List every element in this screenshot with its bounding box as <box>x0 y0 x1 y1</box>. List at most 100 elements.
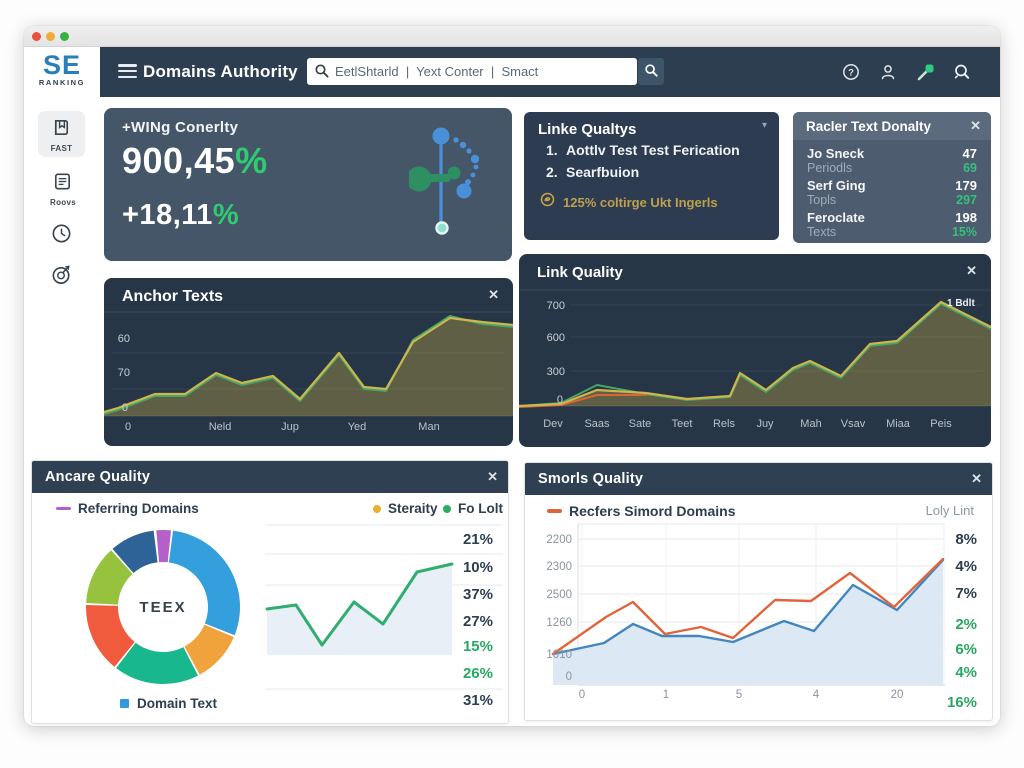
menu-icon[interactable] <box>118 64 137 79</box>
panel-smorls-quality: Smorls Quality ✕ Recfers Simord Domains … <box>524 462 993 721</box>
list-icon <box>52 173 73 196</box>
panel-wing-conerlty: +WINg Conerlty 900,45% +18,11% <box>104 108 512 261</box>
search-icon <box>314 63 330 79</box>
search-input[interactable] <box>307 58 637 85</box>
green-dot-icon <box>443 504 451 513</box>
svg-text:2500: 2500 <box>546 589 572 601</box>
svg-text:Dev: Dev <box>543 418 563 430</box>
svg-text:Mah: Mah <box>800 418 821 430</box>
note-row: 125% coltirge Ukt Ingerls <box>540 192 718 212</box>
svg-text:60: 60 <box>118 333 130 345</box>
wrench-icon[interactable] <box>916 63 934 81</box>
wing-main-value: 900,45% <box>122 140 268 181</box>
svg-text:300: 300 <box>547 366 565 378</box>
sidebar: FAST Roovs <box>24 97 100 460</box>
search-icon[interactable] <box>953 63 971 81</box>
svg-text:5: 5 <box>736 689 742 701</box>
panel-title: Racler Text Donalty <box>806 119 932 134</box>
svg-text:Miaa: Miaa <box>886 418 911 430</box>
svg-text:Teet: Teet <box>672 418 693 430</box>
svg-text:70: 70 <box>118 367 130 379</box>
panel-header: Racler Text Donalty ✕ <box>793 112 991 140</box>
svg-text:2300: 2300 <box>546 561 572 573</box>
svg-text:1260: 1260 <box>546 617 572 629</box>
close-icon[interactable]: ✕ <box>488 287 499 302</box>
legend-steraity[interactable]: Steraity <box>373 501 438 516</box>
close-icon[interactable]: ✕ <box>971 471 982 486</box>
svg-text:TEEX: TEEX <box>139 599 186 616</box>
panel-title: Smorls Quality <box>538 471 644 487</box>
legend-recfers-simord-domains[interactable]: Recfers Simord Domains <box>547 503 736 519</box>
note-text: 125% coltirge Ukt Ingerls <box>563 194 718 210</box>
yellow-dot-icon <box>373 504 381 513</box>
nav-icon-group: ? <box>842 47 971 97</box>
svg-text:0: 0 <box>566 671 572 683</box>
svg-text:Saas: Saas <box>584 418 610 430</box>
svg-text:700: 700 <box>547 300 565 312</box>
svg-text:16%: 16% <box>947 694 977 711</box>
sidebar-item-goals[interactable] <box>50 263 74 287</box>
search-box <box>307 58 664 85</box>
svg-text:2200: 2200 <box>546 534 572 546</box>
legend-row: Recfers Simord Domains Loly Lint <box>525 503 992 521</box>
close-window-button[interactable] <box>32 32 41 41</box>
svg-text:0: 0 <box>122 402 128 414</box>
sidebar-item-label: Roovs <box>50 198 76 207</box>
list-item: 1. Aottlv Test Test Ferication <box>546 142 740 158</box>
legend-referring-domains[interactable]: Referring Domains <box>56 501 199 516</box>
close-icon[interactable]: ✕ <box>966 263 977 278</box>
purple-dash-icon <box>56 506 71 511</box>
blue-square-icon <box>120 699 129 708</box>
sidebar-item-label: FAST <box>50 144 73 153</box>
svg-text:37%: 37% <box>463 586 493 603</box>
svg-text:8%: 8% <box>955 531 977 548</box>
svg-text:4: 4 <box>813 689 820 701</box>
app-header: SE RANKING Domains Authority ? <box>24 47 1000 97</box>
ancare-quality-chart: TEEX 21% 10% 37% 27% 15% 26% 31% <box>86 524 503 709</box>
help-icon[interactable]: ? <box>842 63 860 81</box>
close-icon[interactable]: ✕ <box>970 118 981 133</box>
svg-text:7%: 7% <box>955 585 977 602</box>
svg-text:Neld: Neld <box>209 421 232 433</box>
legend-loly-lint[interactable]: Loly Lint <box>925 503 974 518</box>
stat-row: Serf Ging 179 Topls 297 <box>807 178 977 208</box>
panel-header: Ancare Quality ✕ <box>32 461 508 493</box>
close-icon[interactable]: ✕ <box>487 469 498 484</box>
legend-row: Referring Domains Steraity Fo Lolt <box>32 501 508 519</box>
chevron-down-icon[interactable]: ▾ <box>761 120 767 131</box>
orange-dash-icon <box>547 509 562 513</box>
panel-anchor-texts: 60 70 0 0 Neld Jup Yed Man Anchor Texts ✕ <box>104 278 513 446</box>
zoom-window-button[interactable] <box>60 32 69 41</box>
stat-row: Feroclate 198 Texts 15% <box>807 210 977 240</box>
minimize-window-button[interactable] <box>46 32 55 41</box>
node-graph-illustration <box>406 125 493 246</box>
svg-text:Yed: Yed <box>348 421 367 433</box>
panel-linke-qualtys: Linke Qualtys ▾ 1. Aottlv Test Test Feric… <box>524 112 779 240</box>
user-icon[interactable] <box>879 63 897 81</box>
navbar: Domains Authority ? <box>100 47 1000 97</box>
svg-text:Peis: Peis <box>930 418 952 430</box>
search-submit-button[interactable] <box>638 58 664 85</box>
svg-text:20: 20 <box>891 689 904 701</box>
sidebar-item-history[interactable] <box>50 222 74 246</box>
legend-fo-lolt[interactable]: Fo Lolt <box>443 501 503 516</box>
sidebar-item-fast[interactable]: FAST <box>38 111 85 157</box>
svg-text:1: 1 <box>663 689 669 701</box>
panel-body: Recfers Simord Domains Loly Lint 2200 230… <box>525 495 992 720</box>
list-item: 2. Searfbuion <box>546 164 640 180</box>
svg-text:10%: 10% <box>463 559 493 576</box>
logo-se-text: SE <box>42 50 82 80</box>
svg-text:0: 0 <box>579 689 585 701</box>
browser-window: SE RANKING Domains Authority ? <box>24 26 1000 726</box>
sidebar-item-roovs[interactable]: Roovs <box>50 171 76 207</box>
svg-text:6%: 6% <box>955 641 977 658</box>
panel-racler-text-donalty: Racler Text Donalty ✕ Jo Sneck 47 Periodl… <box>793 112 991 243</box>
panel-title: Linke Qualtys <box>538 121 637 138</box>
legend-domain-text[interactable]: Domain Text <box>120 696 217 711</box>
smorls-quality-chart: 2200 2300 2500 1260 1010 00 1 5 4 20 8% 4% 7% 2% 6% 4% 1… <box>546 523 977 711</box>
svg-text:0: 0 <box>557 394 563 406</box>
book-icon <box>51 120 72 142</box>
svg-text:4%: 4% <box>955 558 977 575</box>
logo[interactable]: SE RANKING <box>24 47 100 97</box>
tag-icon <box>540 192 555 212</box>
